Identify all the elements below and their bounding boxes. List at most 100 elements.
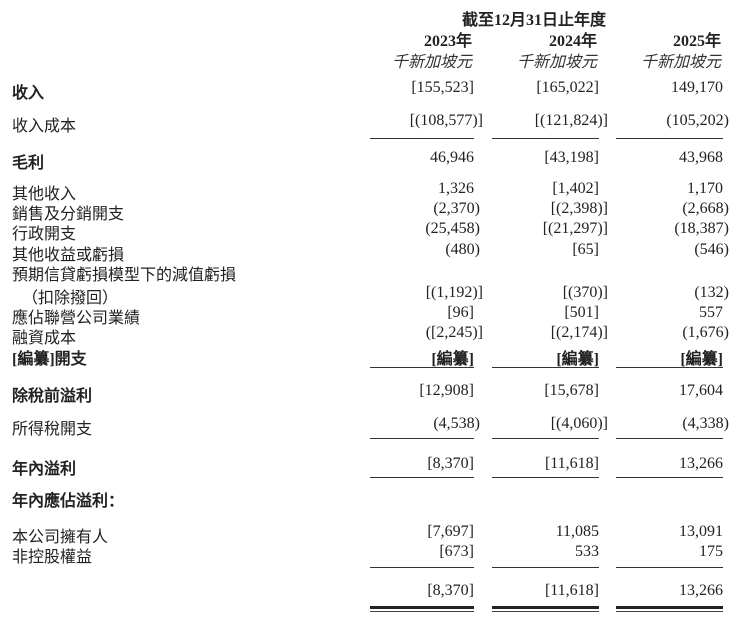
value-2024: [(370)]: [562, 284, 608, 301]
value-2025: (4,338): [682, 415, 729, 432]
row-label: 收入: [12, 85, 45, 102]
value-2024: [(21,297)]: [542, 220, 608, 237]
value-2024: [11,618]: [544, 455, 599, 472]
row-label: 所得稅開支: [12, 421, 93, 438]
subtotal-rule: [492, 367, 599, 368]
table-row: （扣除撥回） [(1,192)] [(370)] (132): [0, 284, 730, 307]
value-2023: [96]: [447, 304, 474, 321]
value-2025: 13,266: [679, 455, 723, 472]
row-label: 年內溢利: [12, 461, 77, 478]
value-2023: [(1,192)]: [425, 284, 483, 301]
row-label: 融資成本: [12, 330, 77, 347]
row-label: 應佔聯營公司業績: [12, 310, 141, 327]
value-2025: 13,266: [679, 582, 723, 599]
row-label: 其他收益或虧損: [12, 247, 125, 264]
value-2023: (25,458): [425, 220, 480, 237]
value-2024: 533: [575, 543, 599, 560]
period-heading: 截至12月31日止年度: [462, 12, 607, 29]
value-2024: [11,618]: [544, 582, 599, 599]
unit-2024: 千新加坡元: [516, 54, 597, 71]
subtotal-rule: [616, 567, 723, 568]
value-2023: 1,326: [438, 180, 474, 197]
value-2023: [673]: [439, 543, 474, 560]
value-2023: [155,523]: [411, 79, 474, 96]
subtotal-rule: [616, 367, 723, 368]
value-2025: (1,676): [682, 324, 729, 341]
subtotal-rule: [370, 138, 474, 139]
value-2023: ([2,245)]: [425, 324, 483, 341]
row-label: 除稅前溢利: [12, 388, 93, 405]
value-2024: [15,678]: [544, 382, 599, 399]
table-row: 融資成本 ([2,245)] [(2,174)] (1,676): [0, 324, 730, 347]
table-row: 其他收益或虧損 (480) [65] (546): [0, 241, 730, 264]
value-2023: (480): [445, 241, 480, 258]
subtotal-rule: [370, 567, 474, 568]
value-2024: [編纂]: [556, 351, 599, 368]
subtotal-rule: [492, 438, 599, 439]
value-2024: [165,022]: [536, 79, 599, 96]
value-2023: [(108,577)]: [409, 112, 483, 129]
value-2024: [(2,174)]: [550, 324, 608, 341]
table-row: 應佔聯營公司業績 [96] [501] 557: [0, 304, 730, 327]
subtotal-rule: [492, 138, 599, 139]
value-2025: (546): [694, 241, 729, 258]
value-2023: (4,538): [433, 415, 480, 432]
table-row: 非控股權益 [673] 533 175: [0, 543, 730, 566]
table-row: 預期信貸虧損模型下的減值虧損: [0, 261, 730, 284]
unit-2023: 千新加坡元: [391, 54, 472, 71]
table-row: 本公司擁有人 [7,697] 11,085 13,091: [0, 523, 730, 546]
table-row: 所得稅開支 (4,538) [(4,060)] (4,338): [0, 415, 730, 438]
unit-2025: 千新加坡元: [640, 54, 721, 71]
table-row: 銷售及分銷開支 (2,370) [(2,398)] (2,668): [0, 200, 730, 223]
value-2025: (2,668): [682, 200, 729, 217]
row-label: （扣除撥回）: [22, 290, 119, 307]
value-2024: [501]: [564, 304, 599, 321]
value-2023: [12,908]: [419, 382, 474, 399]
table-row: 除稅前溢利 [12,908] [15,678] 17,604: [0, 382, 730, 405]
row-label: 毛利: [12, 155, 45, 172]
table-row: 其他收入 1,326 [1,402] 1,170: [0, 180, 730, 203]
subtotal-rule: [370, 438, 474, 439]
row-label: 收入成本: [12, 118, 77, 135]
row-label: 銷售及分銷開支: [12, 206, 125, 223]
value-2023: [編纂]: [431, 351, 474, 368]
table-row: 毛利 46,946 [43,198] 43,968: [0, 149, 730, 172]
row-label: 行政開支: [12, 226, 77, 243]
table-row: 收入 [155,523] [165,022] 149,170: [0, 79, 730, 102]
value-2024: 11,085: [555, 523, 599, 540]
subtotal-rule: [492, 477, 599, 478]
table-row: [8,370] [11,618] 13,266: [0, 582, 730, 602]
value-2024: [(121,824)]: [534, 112, 608, 129]
subtotal-rule: [492, 567, 599, 568]
year-2024-heading: 2024年: [548, 33, 597, 50]
value-2024: [(4,060)]: [550, 415, 608, 432]
value-2024: [1,402]: [552, 180, 599, 197]
value-2025: 13,091: [679, 523, 723, 540]
value-2023: [8,370]: [427, 455, 474, 472]
total-double-rule: [370, 606, 474, 612]
table-row: 收入成本 [(108,577)] [(121,824)] (105,202): [0, 112, 730, 135]
value-2025: 43,968: [679, 149, 723, 166]
subtotal-rule: [616, 477, 723, 478]
year-2025-heading: 2025年: [672, 33, 721, 50]
subtotal-rule: [370, 477, 474, 478]
row-label: 預期信貸虧損模型下的減值虧損: [12, 267, 237, 284]
value-2023: [8,370]: [427, 582, 474, 599]
value-2023: (2,370): [433, 200, 480, 217]
value-2024: [(2,398)]: [550, 200, 608, 217]
value-2025: 149,170: [671, 79, 723, 96]
row-label: [編纂]開支: [12, 351, 87, 368]
value-2025: 175: [699, 543, 723, 560]
subtotal-rule: [370, 367, 474, 368]
value-2025: [編纂]: [680, 351, 723, 368]
value-2023: [7,697]: [427, 523, 474, 540]
value-2024: [65]: [572, 241, 599, 258]
row-label: 其他收入: [12, 186, 77, 203]
row-label: 年內應佔溢利：: [12, 493, 125, 510]
year-2023-heading: 2023年: [423, 33, 472, 50]
subtotal-rule: [616, 438, 723, 439]
table-row: [編纂]開支 [編纂] [編纂] [編纂]: [0, 345, 730, 368]
table-row: 年內溢利 [8,370] [11,618] 13,266: [0, 455, 730, 478]
table-row: 年內應佔溢利：: [0, 487, 730, 510]
